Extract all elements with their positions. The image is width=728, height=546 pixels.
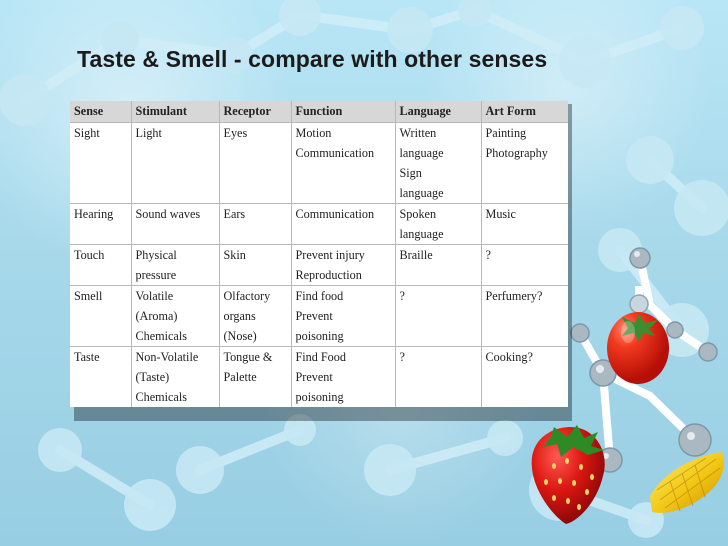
cell-touch-function: Prevent injury Reproduction	[291, 244, 396, 286]
cell-taste-language: ?	[395, 346, 482, 407]
cell-line: Hearing	[74, 207, 114, 221]
cell-line: Palette	[223, 370, 257, 384]
header-stimulant: Stimulant	[131, 101, 220, 123]
cell-line: Tongue &	[223, 350, 273, 364]
cell-smell-art-form: Perfumery?	[481, 285, 568, 347]
corn-icon	[650, 452, 725, 513]
table-row-taste: Taste Non-Volatile (Taste) Chemicals Tongue …	[70, 346, 568, 408]
table-row-smell: Smell Volatile (Aroma) Chemicals Olfactory or…	[70, 285, 568, 347]
cell-hearing-sense: Hearing	[70, 203, 132, 245]
cell-sight-language: Written language Sign language	[395, 122, 482, 204]
header-language: Language	[395, 101, 482, 123]
cell-line: Music	[485, 207, 516, 221]
cell-line: Prevent	[295, 370, 333, 384]
cell-line: Find Food	[295, 350, 346, 364]
cell-line: (Aroma)	[135, 309, 178, 323]
cell-hearing-stimulant: Sound waves	[131, 203, 220, 245]
cell-line: Reproduction	[295, 268, 362, 282]
cell-line: ?	[399, 289, 405, 303]
cell-line: Communication	[295, 146, 375, 160]
cell-line: Written	[399, 126, 437, 140]
cell-line: Painting	[485, 126, 527, 140]
header-sense: Sense	[70, 101, 132, 123]
cell-smell-sense: Smell	[70, 285, 132, 347]
cell-line: Physical	[135, 248, 177, 262]
cell-line: Smell	[74, 289, 103, 303]
cell-line: Prevent	[295, 309, 333, 323]
cell-line: Braille	[399, 248, 433, 262]
cell-line: Non-Volatile	[135, 350, 199, 364]
cell-line: Chemicals	[135, 329, 187, 343]
cell-sight-receptor: Eyes	[219, 122, 292, 204]
header-function: Function	[291, 101, 396, 123]
cell-touch-stimulant: Physical pressure	[131, 244, 220, 286]
cell-line: Motion	[295, 126, 332, 140]
cell-line: (Taste)	[135, 370, 170, 384]
cell-taste-function: Find Food Prevent poisoning	[291, 346, 396, 407]
cell-line: Skin	[223, 248, 246, 262]
cell-touch-sense: Touch	[70, 244, 132, 286]
cell-line: Find food	[295, 289, 344, 303]
cell-line: language	[399, 146, 444, 160]
cell-line: ?	[399, 350, 405, 364]
senses-comparison-table: Sense Stimulant Receptor Function Langua…	[70, 101, 568, 407]
cell-line: Touch	[74, 248, 105, 262]
cell-line: ?	[485, 248, 491, 262]
cell-touch-art-form: ?	[481, 244, 568, 286]
header-art-form: Art Form	[481, 101, 568, 123]
cell-line: Sign	[399, 166, 422, 180]
cell-hearing-function: Communication	[291, 203, 396, 245]
cell-sight-art-form: Painting Photography	[481, 122, 568, 204]
cell-line: poisoning	[295, 329, 344, 343]
cell-hearing-receptor: Ears	[219, 203, 292, 245]
table-row-sight: Sight Light Eyes Motion Communication Written…	[70, 122, 568, 204]
cell-touch-language: Braille	[395, 244, 482, 286]
cell-smell-stimulant: Volatile (Aroma) Chemicals	[131, 285, 220, 347]
cell-line: Olfactory	[223, 289, 271, 303]
cell-line: Prevent injury	[295, 248, 365, 262]
cell-line: Eyes	[223, 126, 248, 140]
cell-smell-receptor: Olfactory organs (Nose)	[219, 285, 292, 347]
tomato-icon	[607, 286, 669, 384]
cell-line: organs	[223, 309, 256, 323]
cell-smell-language: ?	[395, 285, 482, 347]
cell-taste-receptor: Tongue & Palette	[219, 346, 292, 407]
header-receptor: Receptor	[219, 101, 292, 123]
cell-line: poisoning	[295, 390, 344, 404]
cell-sight-sense: Sight	[70, 122, 132, 204]
cell-line: Sound waves	[135, 207, 201, 221]
cell-line: Spoken	[399, 207, 437, 221]
cell-sight-function: Motion Communication	[291, 122, 396, 204]
cell-hearing-language: Spoken language	[395, 203, 482, 245]
cell-line: Perfumery?	[485, 289, 543, 303]
strawberry-icon	[531, 425, 605, 524]
cell-line: language	[399, 227, 444, 241]
cell-line: Sight	[74, 126, 100, 140]
table-header-row: Sense Stimulant Receptor Function Langua…	[70, 101, 568, 123]
cell-taste-sense: Taste	[70, 346, 132, 407]
cell-line: Volatile	[135, 289, 174, 303]
cell-line: Cooking?	[485, 350, 533, 364]
cell-hearing-art-form: Music	[481, 203, 568, 245]
cell-line: Communication	[295, 207, 375, 221]
cell-sight-stimulant: Light	[131, 122, 220, 204]
cell-touch-receptor: Skin	[219, 244, 292, 286]
table-body: Sight Light Eyes Motion Communication Written…	[70, 122, 568, 408]
cell-smell-function: Find food Prevent poisoning	[291, 285, 396, 347]
cell-taste-stimulant: Non-Volatile (Taste) Chemicals	[131, 346, 220, 407]
cell-line: Chemicals	[135, 390, 187, 404]
cell-line: language	[399, 186, 444, 200]
table-row-touch: Touch Physical pressure Skin Prevent injury R…	[70, 244, 568, 286]
table-row-hearing: Hearing Sound waves Ears Communication Spoke…	[70, 203, 568, 245]
cell-line: Ears	[223, 207, 246, 221]
slide-title: Taste & Smell - compare with other sense…	[77, 46, 548, 72]
cell-line: Photography	[485, 146, 548, 160]
cell-line: Taste	[74, 350, 100, 364]
cell-taste-art-form: Cooking?	[481, 347, 568, 408]
cell-line: Light	[135, 126, 162, 140]
cell-line: (Nose)	[223, 329, 257, 343]
cell-line: pressure	[135, 268, 177, 282]
